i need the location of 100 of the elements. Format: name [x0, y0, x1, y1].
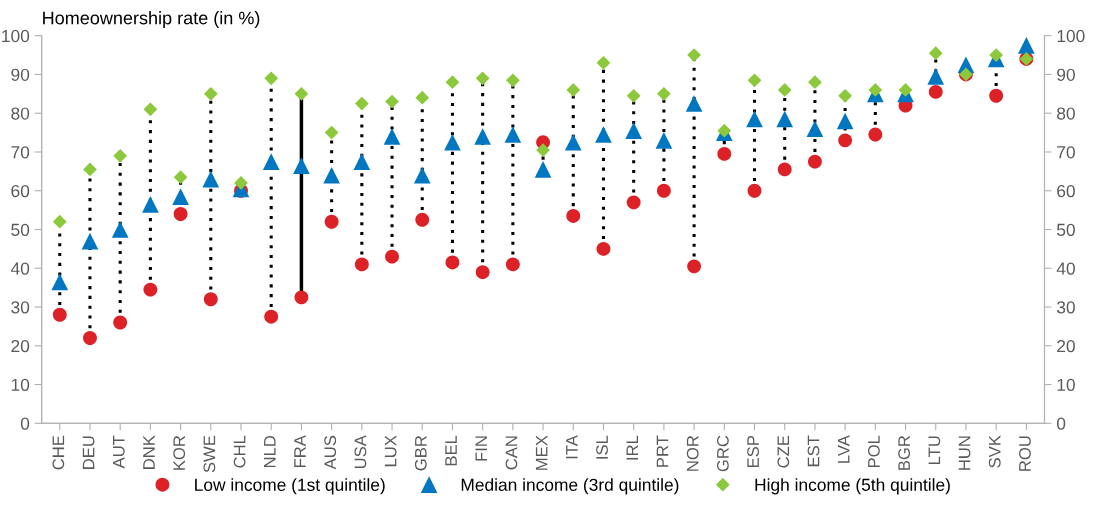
- y2-tick-label: 80: [1057, 107, 1075, 120]
- point: [564, 133, 582, 151]
- point: [111, 221, 129, 238]
- point: [385, 249, 399, 264]
- point: [415, 90, 430, 105]
- x-tick-label: GBR: [414, 435, 427, 471]
- y-axis-title: Homeownership rate (in %): [43, 11, 260, 28]
- y-tick-label: 90: [11, 68, 30, 81]
- point: [685, 95, 703, 112]
- point: [868, 127, 883, 142]
- point: [898, 83, 913, 97]
- point: [596, 55, 611, 70]
- point: [807, 154, 822, 169]
- point: [475, 71, 490, 86]
- point: [52, 214, 67, 229]
- point: [294, 290, 309, 305]
- point: [113, 148, 128, 163]
- y2-tick-label: 70: [1057, 146, 1075, 159]
- x-tick-label: CZE: [777, 435, 790, 468]
- point: [928, 84, 943, 99]
- x-tick-label: HUN: [958, 436, 971, 470]
- point: [202, 170, 220, 188]
- legend-label: High income (5th quintile): [755, 478, 950, 495]
- point: [262, 153, 280, 170]
- point: [354, 257, 369, 272]
- point: [927, 68, 945, 85]
- x-tick-label: SWE: [203, 435, 216, 473]
- point: [989, 88, 1004, 103]
- point: [173, 207, 188, 221]
- point: [383, 128, 401, 145]
- y2-tick-label: 20: [1057, 339, 1075, 353]
- x-tick-label: LUX: [384, 435, 397, 467]
- point: [445, 255, 460, 270]
- point: [989, 48, 1004, 62]
- y2-tick-label: 10: [1057, 378, 1075, 391]
- point: [143, 102, 158, 117]
- x-tick-label: DEU: [82, 436, 95, 469]
- y-tick-label: 70: [11, 146, 30, 159]
- y-tick-label: 80: [11, 107, 30, 120]
- x-tick-label: KOR: [173, 435, 186, 470]
- x-tick-label: CHL: [233, 435, 246, 468]
- point: [504, 126, 522, 143]
- point: [626, 195, 641, 210]
- point: [444, 133, 461, 151]
- point: [83, 162, 97, 177]
- y2-tick-label: 90: [1057, 68, 1075, 81]
- point: [928, 46, 943, 61]
- point: [475, 265, 490, 280]
- point: [868, 83, 883, 97]
- point: [413, 166, 431, 184]
- point: [747, 183, 762, 198]
- point: [474, 128, 491, 145]
- point: [203, 86, 218, 101]
- point: [143, 282, 158, 297]
- point: [687, 259, 702, 274]
- point: [687, 48, 701, 62]
- x-tick-label: AUS: [324, 435, 337, 470]
- y2-tick-label: 100: [1057, 29, 1085, 43]
- point: [293, 157, 310, 174]
- x-tick-label: ROU: [1019, 436, 1031, 471]
- point: [324, 214, 339, 229]
- point: [717, 146, 732, 161]
- point: [294, 86, 309, 101]
- y2-tick-label: 30: [1056, 301, 1075, 314]
- y-tick-label: 50: [11, 223, 30, 236]
- y-tick-label: 100: [2, 29, 30, 43]
- x-tick-label: NLD: [264, 435, 276, 468]
- point: [83, 331, 97, 345]
- point: [655, 132, 673, 149]
- x-tick-label: FRA: [294, 435, 306, 468]
- point: [172, 188, 189, 205]
- point: [385, 94, 399, 109]
- point: [626, 88, 641, 103]
- x-tick-label: ISL: [596, 435, 608, 459]
- x-tick-label: PRT: [656, 435, 669, 467]
- point: [776, 110, 794, 128]
- legend-label: Low income (1st quintile): [195, 478, 385, 495]
- point: [505, 257, 520, 272]
- x-tick-label: FIN: [475, 436, 487, 461]
- point: [415, 212, 430, 227]
- x-tick-label: DNK: [143, 435, 155, 469]
- x-tick-label: CAN: [505, 436, 518, 470]
- legend-label: Median income (3rd quintile): [461, 478, 679, 495]
- x-tick-label: EST: [807, 435, 820, 467]
- point: [595, 126, 612, 143]
- y2-tick-label: 0: [1056, 417, 1066, 430]
- x-tick-label: BGR: [898, 435, 911, 470]
- y2-tick-label: 50: [1056, 223, 1075, 236]
- point: [324, 125, 339, 140]
- point: [113, 315, 128, 330]
- y-tick-label: 10: [11, 378, 30, 391]
- point: [264, 71, 279, 86]
- x-tick-label: CHE: [52, 435, 65, 470]
- y-tick-label: 20: [11, 339, 30, 353]
- x-tick-label: LTU: [928, 436, 941, 464]
- point: [353, 153, 371, 170]
- y-tick-label: 0: [20, 417, 30, 430]
- y-tick-label: 40: [10, 262, 30, 275]
- x-tick-label: ITA: [566, 435, 578, 459]
- point: [203, 292, 218, 307]
